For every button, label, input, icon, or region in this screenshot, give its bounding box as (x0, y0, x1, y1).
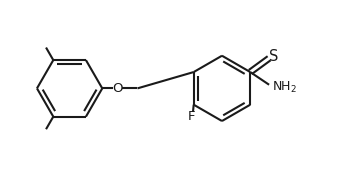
Text: F: F (188, 110, 195, 123)
Text: NH$_2$: NH$_2$ (272, 80, 297, 95)
Text: O: O (112, 82, 123, 95)
Text: S: S (269, 49, 278, 64)
